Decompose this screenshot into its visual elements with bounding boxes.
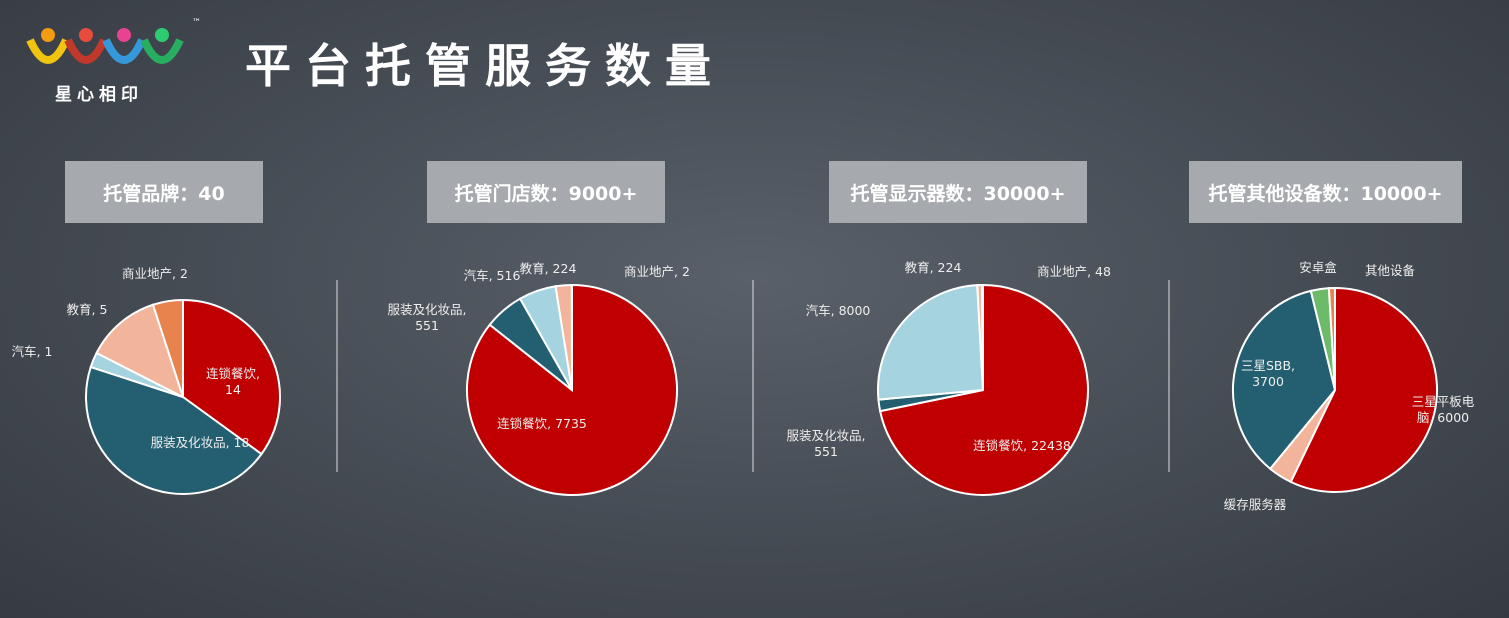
data-label: 连锁餐饮, 22438 <box>973 438 1071 453</box>
logo-text: 星心相印 <box>55 85 143 105</box>
data-label: 服装及化妆品, 551 <box>387 302 467 333</box>
data-label: 教育, 224 <box>904 260 962 275</box>
data-label: 安卓盒 <box>1299 260 1337 275</box>
data-label: 教育, 5 <box>66 302 108 317</box>
pie-slice <box>182 298 281 456</box>
data-label: 商业地产, 2 <box>122 266 188 281</box>
data-label: 服装及化妆品, 551 <box>786 428 866 459</box>
data-label: 连锁餐饮, 7735 <box>497 416 587 431</box>
data-label: 汽车, 516 <box>463 268 521 283</box>
data-label: 缓存服务器 <box>1223 497 1287 512</box>
chart-title: 托管品牌：40 <box>65 161 263 223</box>
data-label: 商业地产, 2 <box>624 264 690 279</box>
data-label: 三星平板电脑, 6000 <box>1411 394 1475 425</box>
pie-slice <box>151 298 184 398</box>
pie-slice <box>1232 289 1337 471</box>
data-label: 三星SBB, 3700 <box>1240 358 1296 389</box>
pie-slice <box>980 283 984 391</box>
logo <box>26 28 184 64</box>
data-label: 汽车, 8000 <box>805 303 871 318</box>
chart-title: 托管门店数：9000+ <box>427 161 665 223</box>
data-label: 教育, 224 <box>519 261 577 276</box>
trademark: ™ <box>192 18 201 28</box>
chart-title: 托管其他设备数：10000+ <box>1189 161 1462 223</box>
data-label: 服装及化妆品, 18 <box>150 435 250 450</box>
pie-slice <box>1289 286 1438 493</box>
data-label: 商业地产, 48 <box>1037 264 1111 279</box>
chart-title: 托管显示器数：30000+ <box>829 161 1087 223</box>
data-label: 汽车, 1 <box>11 344 53 359</box>
pie-slice <box>878 283 1089 496</box>
pie-slice <box>1327 286 1336 391</box>
page-title: 平台托管服务数量 <box>245 39 725 93</box>
pie-slice <box>877 284 985 401</box>
pie-slice <box>85 365 263 495</box>
data-label: 连锁餐饮, 14 <box>206 366 260 397</box>
pie-slice <box>95 303 185 399</box>
data-label: 其他设备 <box>1364 263 1416 278</box>
